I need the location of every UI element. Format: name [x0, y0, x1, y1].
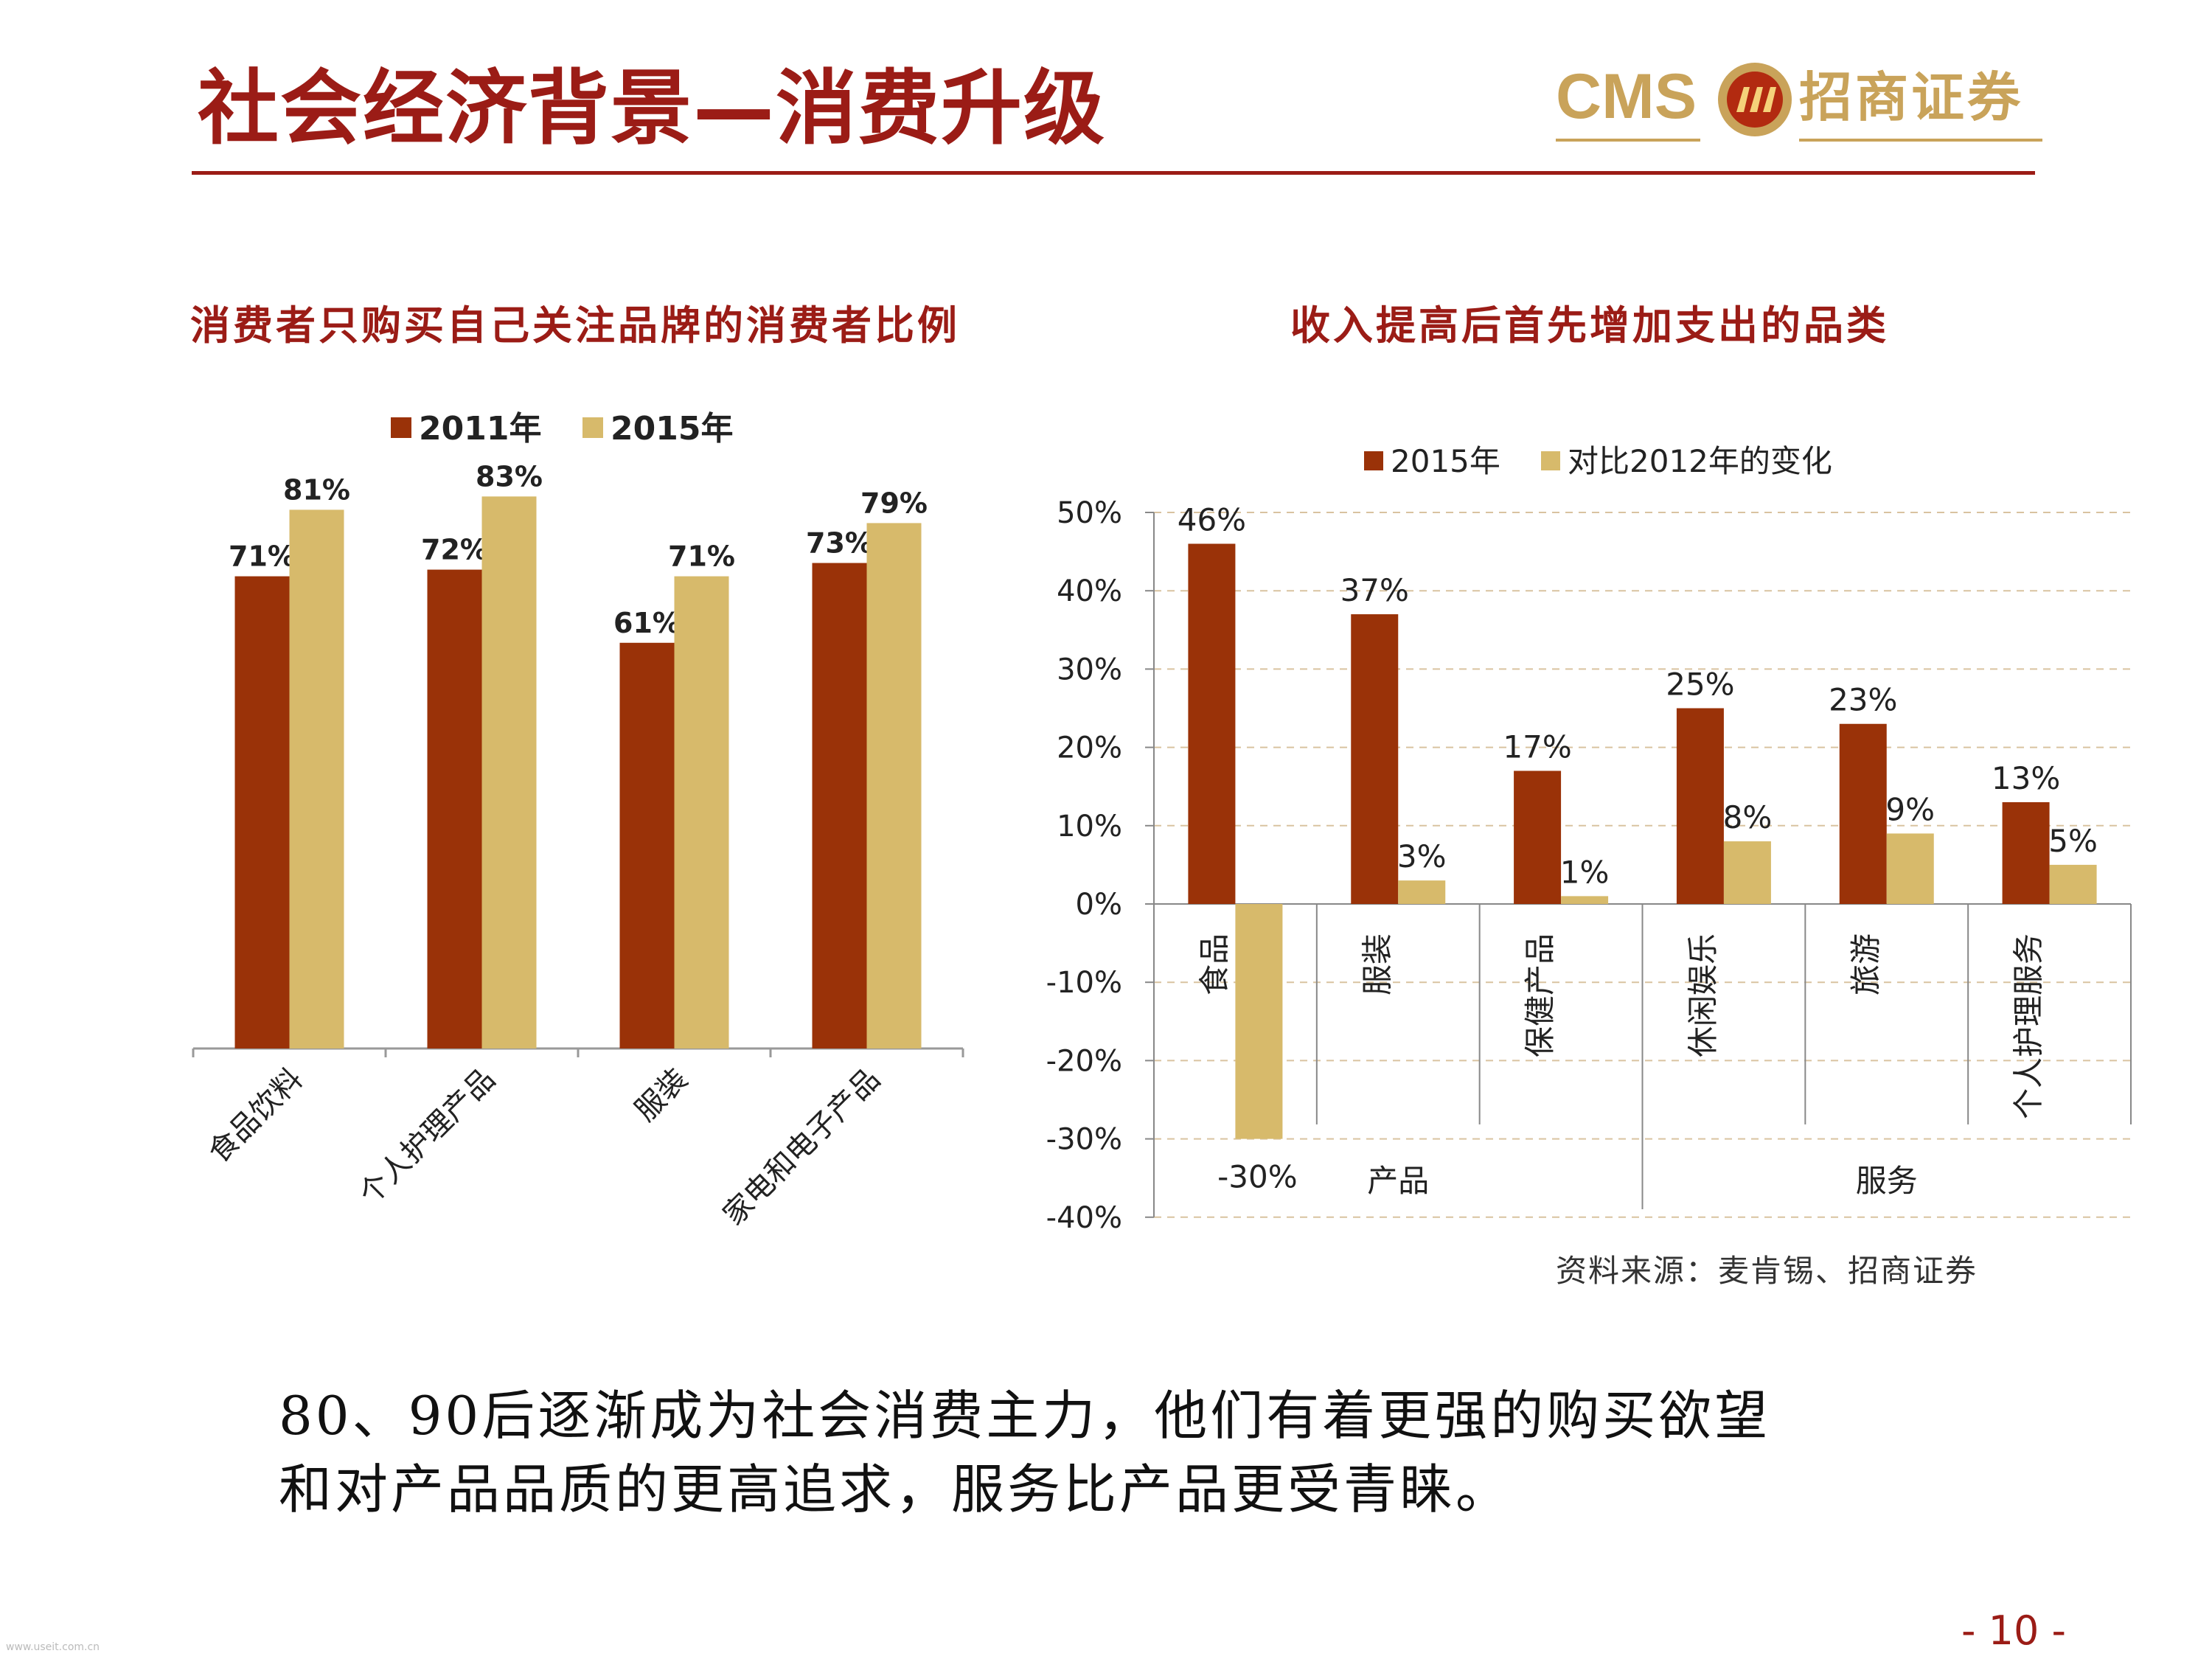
x-tick-label: 食品 [1196, 933, 1232, 995]
logo-text-cn: 招商证券 [1799, 66, 2024, 128]
legend-label-1: 2015年 [1391, 443, 1500, 479]
data-label: 71% [668, 540, 735, 573]
data-label: 71% [229, 540, 296, 573]
bar-2 [2049, 864, 2097, 904]
data-label: 5% [2048, 823, 2098, 859]
legend-swatch-2 [582, 417, 603, 438]
data-label: 8% [1723, 799, 1773, 835]
summary-line-1: 80、90后逐渐成为社会消费主力，他们有着更强的购买欲望 [279, 1385, 1771, 1447]
legend-label-2: 2015年 [611, 410, 733, 448]
data-label: -30% [1217, 1159, 1298, 1195]
data-label: 9% [1885, 791, 1935, 827]
summary-line-2: 和对产品品质的更高追求，服务比产品更受青睐。 [279, 1458, 1512, 1520]
x-tick-label: 个人护理服务 [2011, 933, 2047, 1119]
bar-2 [1561, 896, 1609, 904]
bar-2 [481, 496, 537, 1048]
bar-2 [674, 576, 729, 1048]
bar-1 [1676, 708, 1724, 904]
page-title: 社会经济背景—消费升级 [198, 61, 1106, 156]
spending-category-bar-chart: 2015年 对比2012年的变化 50% 40% 30% 20% 10% 0% -10% -20%… [1046, 443, 2132, 1235]
data-label: 1% [1560, 854, 1610, 890]
legend-swatch-1 [1364, 451, 1383, 470]
data-label: 23% [1829, 682, 1897, 718]
logo-underline [1799, 139, 2042, 142]
y-tick-label: 40% [1057, 574, 1122, 608]
page-number: - 10 - [1961, 1607, 2067, 1654]
data-label: 17% [1503, 728, 1571, 765]
group-label: 产品 [1367, 1163, 1429, 1199]
company-logo: CMS 招商证券 [1556, 59, 2042, 147]
data-label: 46% [1178, 501, 1246, 538]
y-tick-label: 30% [1057, 653, 1122, 686]
data-label: 3% [1397, 838, 1447, 874]
bar-2 [1398, 880, 1446, 904]
bar-1 [1351, 614, 1399, 904]
x-tick-label: 服装 [1359, 933, 1395, 995]
logo-text-en: CMS [1556, 61, 1697, 132]
title-divider [192, 171, 2035, 175]
chart1-title: 消费者只购买自己关注品牌的消费者比例 [190, 302, 960, 349]
bar-1 [234, 576, 290, 1048]
legend-label-1: 2011年 [419, 410, 541, 448]
legend-label-2: 对比2012年的变化 [1568, 443, 1832, 479]
legend-swatch-2 [1541, 451, 1560, 470]
summary-text: 80、90后逐渐成为社会消费主力，他们有着更强的购买欲望 和对产品品质的更高追求… [279, 1379, 1975, 1526]
x-tick-label: 旅游 [1848, 933, 1884, 995]
bar-1 [2002, 801, 2050, 904]
bar-1 [1188, 543, 1236, 904]
watermark: www.useit.com.cn [6, 1641, 100, 1653]
data-label: 83% [476, 460, 543, 493]
chart2-title: 收入提高后首先增加支出的品类 [1290, 302, 1889, 349]
data-label: 37% [1340, 572, 1409, 608]
bar-2 [1723, 841, 1771, 904]
bar-1 [427, 569, 482, 1048]
x-tick-label: 保健产品 [1522, 933, 1558, 1057]
group-label: 服务 [1856, 1163, 1918, 1199]
legend-swatch-1 [391, 417, 411, 438]
data-label: 81% [283, 473, 350, 506]
y-tick-label: -40% [1046, 1201, 1122, 1235]
logo-emblem-icon [1718, 63, 1792, 136]
y-tick-label: -20% [1046, 1044, 1122, 1078]
data-label: 79% [860, 487, 928, 519]
bar-2 [1886, 833, 1934, 904]
bar-1 [812, 563, 867, 1048]
bar-1 [1839, 723, 1887, 904]
bar-2 [1235, 904, 1283, 1139]
y-tick-label: 10% [1057, 810, 1122, 844]
y-tick-label: 0% [1076, 888, 1122, 922]
y-tick-label: 50% [1057, 496, 1122, 530]
bar-2 [866, 523, 922, 1048]
y-tick-label: 20% [1057, 731, 1122, 765]
x-tick-label: 休闲娱乐 [1685, 933, 1721, 1057]
data-label: 13% [1992, 760, 2060, 796]
logo-underline [1556, 139, 1700, 142]
brand-loyalty-bar-chart: 2011年 2015年71%81%食品饮料72%83%个人护理产品61%71%服装… [192, 410, 964, 1232]
data-label: 61% [613, 607, 681, 639]
source-note: 资料来源：麦肯锡、招商证券 [1556, 1253, 1978, 1289]
bar-1 [619, 642, 675, 1048]
data-label: 25% [1666, 667, 1734, 703]
bar-1 [1514, 771, 1562, 904]
data-label: 72% [421, 534, 488, 566]
data-label: 73% [806, 527, 873, 560]
y-tick-label: -30% [1046, 1123, 1122, 1157]
bar-2 [289, 509, 344, 1048]
y-tick-label: -10% [1046, 966, 1122, 1000]
